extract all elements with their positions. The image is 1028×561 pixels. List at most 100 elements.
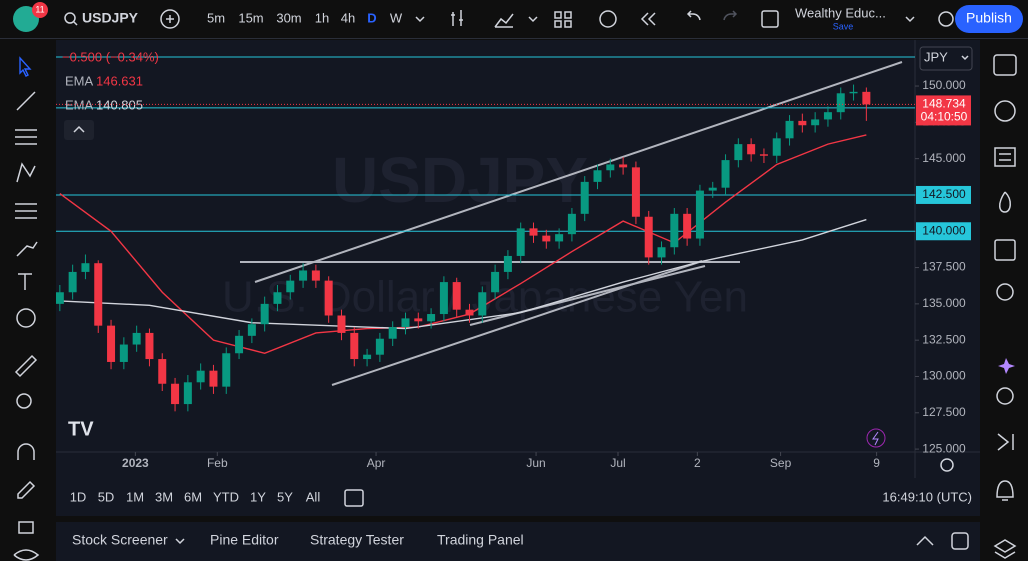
publish-label[interactable]: Publish [966,10,1012,26]
brush-tool[interactable] [16,241,38,257]
range-button[interactable]: 1D [70,489,87,504]
chart-type-icon[interactable] [451,10,463,26]
candle-body [132,332,141,345]
publish-button[interactable] [955,5,1023,33]
indicators-icon[interactable] [494,13,514,28]
emoji-tool[interactable] [16,308,36,328]
symbol[interactable]: USDJPY [82,10,139,26]
candle-body [222,353,231,387]
interval[interactable]: D [367,10,376,25]
settings-icon[interactable] [938,11,954,27]
candle-body [452,282,461,310]
hotlist-icon[interactable] [999,191,1011,213]
trendline-tool[interactable] [16,91,36,111]
forecast-tool[interactable] [15,203,37,219]
ideas-icon[interactable] [996,283,1014,301]
candle-body [708,187,717,191]
range-button[interactable]: 5D [98,489,115,504]
interval[interactable]: 15m [238,10,263,25]
panel-maximize[interactable] [951,532,969,550]
magnet-tool[interactable] [17,443,35,460]
interval[interactable]: 4h [341,10,355,25]
notifications-icon[interactable] [996,480,1014,501]
bottom-panel [56,522,980,561]
alert-icon[interactable] [599,10,617,28]
add-symbol[interactable] [160,9,180,29]
interval-chevron[interactable] [415,16,425,23]
layout-name[interactable]: Wealthy Educ... [795,5,886,20]
cursor-tool[interactable] [19,56,32,77]
range-button[interactable]: 1Y [250,489,266,504]
alerts-icon[interactable] [994,100,1016,122]
candle-body [439,282,448,315]
replay-icon[interactable] [997,433,1014,451]
assistant-icon[interactable] [998,358,1015,374]
range-button[interactable]: All [306,489,321,504]
y-tick-label: 132.500 [922,332,966,346]
candle-body [286,280,295,293]
search-icon[interactable] [64,12,76,24]
text-tool[interactable] [18,273,32,290]
draw-lock-tool[interactable] [17,480,36,499]
visibility-tool[interactable] [13,549,40,561]
currency-box[interactable] [919,46,973,71]
candle-body [619,164,628,168]
panel-tab[interactable]: Pine Editor [210,532,279,548]
indicator-name: EMA [65,97,94,112]
undo-icon[interactable] [686,10,701,21]
currency[interactable]: JPY [924,49,948,64]
candle-body [145,332,154,360]
legend-collapse[interactable] [64,120,94,140]
ruler-tool[interactable] [14,354,38,378]
save-label[interactable]: Save [833,21,854,31]
layout-chevron[interactable] [905,16,915,23]
news-icon[interactable] [994,147,1016,167]
redo-icon[interactable] [723,10,738,21]
layers-icon[interactable] [993,539,1017,559]
level-label-box [916,185,971,204]
indicator-name: EMA [65,73,94,88]
panel-collapse[interactable] [916,535,934,546]
candle-body [299,270,308,281]
candle-body [350,332,359,360]
interval[interactable]: 1h [315,10,329,25]
pattern-tool[interactable] [16,162,36,183]
watchlist-icon[interactable] [993,54,1017,76]
candle-body [747,144,756,155]
panel-tab[interactable]: Stock Screener [72,532,168,548]
candle-body [503,255,512,272]
zoom-tool[interactable] [16,393,32,409]
range-button[interactable]: 6M [184,489,202,504]
screener-chevron[interactable] [175,538,185,545]
chevron[interactable] [528,16,538,23]
y-tick-label: 145.000 [922,151,966,165]
axis-settings[interactable] [940,458,954,472]
calendar-icon[interactable] [994,239,1016,261]
streams-icon[interactable] [996,387,1014,405]
range-button[interactable]: YTD [213,489,239,504]
panel-tab[interactable]: Strategy Tester [310,532,404,548]
candle-body [529,228,538,236]
lightning-glyph [872,431,879,446]
replay-icon[interactable] [640,12,656,26]
panel-tab[interactable]: Trading Panel [437,532,524,548]
range-button[interactable]: 1M [126,489,144,504]
fib-tool[interactable] [15,129,37,145]
interval[interactable]: 30m [276,10,301,25]
x-tick-label: Apr [367,456,386,470]
layout-square[interactable] [761,10,779,28]
y-tick-label: 150.000 [922,78,966,92]
add-symbol-plus [166,15,174,23]
interval[interactable]: 5m [207,10,225,25]
range-button[interactable]: 3M [155,489,173,504]
layouts-icon[interactable] [554,11,572,28]
currency-chevron [961,55,969,61]
candle-body [631,167,640,217]
interval[interactable]: W [390,10,403,25]
last-price: 148.734 [922,97,966,111]
lock-tool[interactable] [18,521,34,534]
candle-body [670,213,679,248]
lightning-icon[interactable] [866,428,886,448]
date-range-icon[interactable] [344,489,364,507]
range-button[interactable]: 5Y [277,489,293,504]
